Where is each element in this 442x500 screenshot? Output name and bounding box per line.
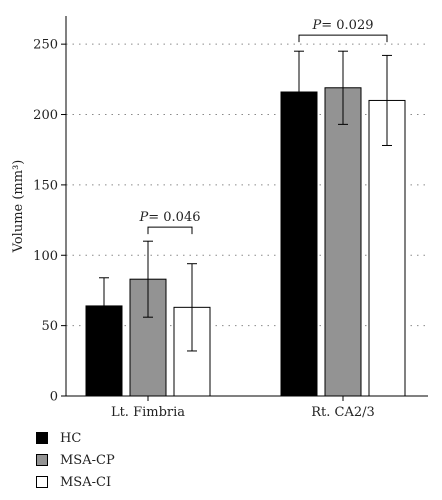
bar-msa-ci-1 bbox=[368, 99, 406, 397]
significance-bracket-0 bbox=[147, 226, 193, 235]
x-category-labels: Lt. Fimbria Rt. CA2/3 bbox=[111, 396, 375, 420]
x-category-label-0: Lt. Fimbria bbox=[111, 405, 185, 420]
significance-label-0: P= 0.046 bbox=[139, 210, 201, 225]
y-axis-title: Volume (mm³) bbox=[11, 160, 26, 254]
y-ticks: 0 50 100 150 200 250 bbox=[33, 38, 66, 405]
bars bbox=[85, 87, 406, 397]
significance-p-value: = 0.046 bbox=[148, 210, 200, 225]
y-tick-label-100: 100 bbox=[33, 249, 58, 264]
legend-swatch-msa-cp bbox=[36, 454, 48, 466]
legend-item-msa-ci: MSA-CI bbox=[36, 472, 115, 492]
significance-p-symbol: P bbox=[139, 210, 149, 225]
y-tick-label-150: 150 bbox=[33, 178, 58, 193]
significance-p-value: = 0.029 bbox=[321, 18, 373, 33]
bar-msa-cp-1 bbox=[324, 87, 362, 397]
y-tick-label-50: 50 bbox=[41, 319, 58, 334]
y-tick-label-200: 200 bbox=[33, 108, 58, 123]
legend-swatch-hc bbox=[36, 432, 48, 444]
bar-hc-1 bbox=[280, 91, 318, 397]
legend-item-msa-cp: MSA-CP bbox=[36, 450, 115, 470]
y-tick-label-250: 250 bbox=[33, 38, 58, 53]
legend-label-hc: HC bbox=[60, 430, 82, 446]
x-category-label-1: Rt. CA2/3 bbox=[311, 405, 375, 420]
significance-label-1: P= 0.029 bbox=[312, 18, 374, 33]
legend: HC MSA-CP MSA-CI bbox=[36, 428, 115, 494]
y-tick-label-0: 0 bbox=[50, 390, 58, 405]
legend-label-msa-cp: MSA-CP bbox=[60, 452, 115, 468]
significance-p-symbol: P bbox=[312, 18, 322, 33]
significance-bracket-1 bbox=[298, 34, 388, 43]
error-bars bbox=[99, 50, 392, 352]
legend-label-msa-ci: MSA-CI bbox=[60, 474, 112, 490]
legend-swatch-msa-ci bbox=[36, 476, 48, 488]
legend-item-hc: HC bbox=[36, 428, 115, 448]
